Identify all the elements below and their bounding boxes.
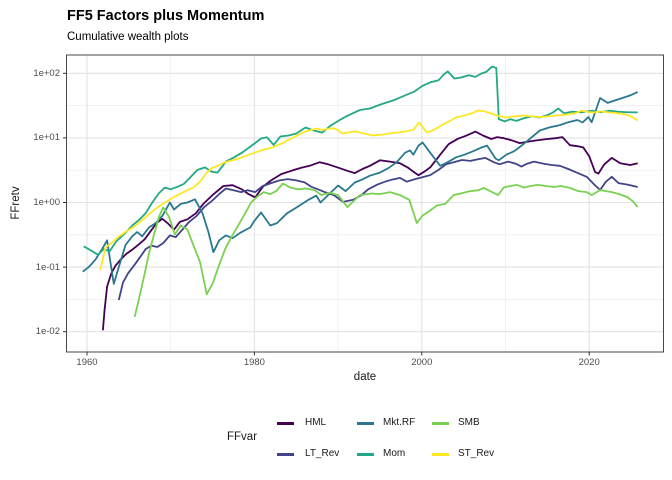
x-tick-label: 2000 [411,357,433,368]
series-line-LT_Rev [117,156,638,301]
y-tick-label: 1e+00 [33,197,60,208]
legend-label-HML: HML [305,416,327,428]
legend-key-Mkt.RF [357,421,374,425]
legend-key-ST_Rev [432,452,449,456]
x-tick-label: 2020 [578,357,600,368]
legend-key-HML [277,421,294,425]
legend-label-Mom: Mom [383,447,406,459]
x-axis-title-text: date [353,371,377,383]
y-tick-label: 1e+02 [33,67,60,79]
series-line-SMB [133,182,639,318]
legend-key-Mom [357,452,374,456]
legend-key-LT_Rev [277,452,294,456]
chart-subtitle: Cumulative wealth plots [67,31,189,43]
series-line-ST_Rev [99,109,639,271]
legend-label-ST_Rev: ST_Rev [458,447,495,459]
series-line-Mkt.RF [82,91,639,285]
legend-title: FFvar [227,431,258,443]
panel-border [66,54,664,353]
y-tick-label: 1e+01 [33,132,60,144]
x-tick-label: 1980 [243,357,265,368]
x-axis-title: date [0,371,672,383]
legend-label-Mkt.RF: Mkt.RF [383,416,416,428]
legend-key-SMB [432,421,449,425]
chart-title: FF5 Factors plus Momentum [67,8,265,24]
y-tick-label: 1e-02 [35,326,60,338]
y-tick-label: 1e-01 [35,261,60,273]
y-axis-title-text: FFretv [10,186,22,220]
x-tick-label: 1960 [76,357,98,368]
series-line-HML [102,130,638,331]
y-axis-title: FFretv [10,163,22,243]
legend-label-LT_Rev: LT_Rev [305,447,340,459]
legend-label-SMB: SMB [458,416,480,428]
panel-background [66,55,664,352]
